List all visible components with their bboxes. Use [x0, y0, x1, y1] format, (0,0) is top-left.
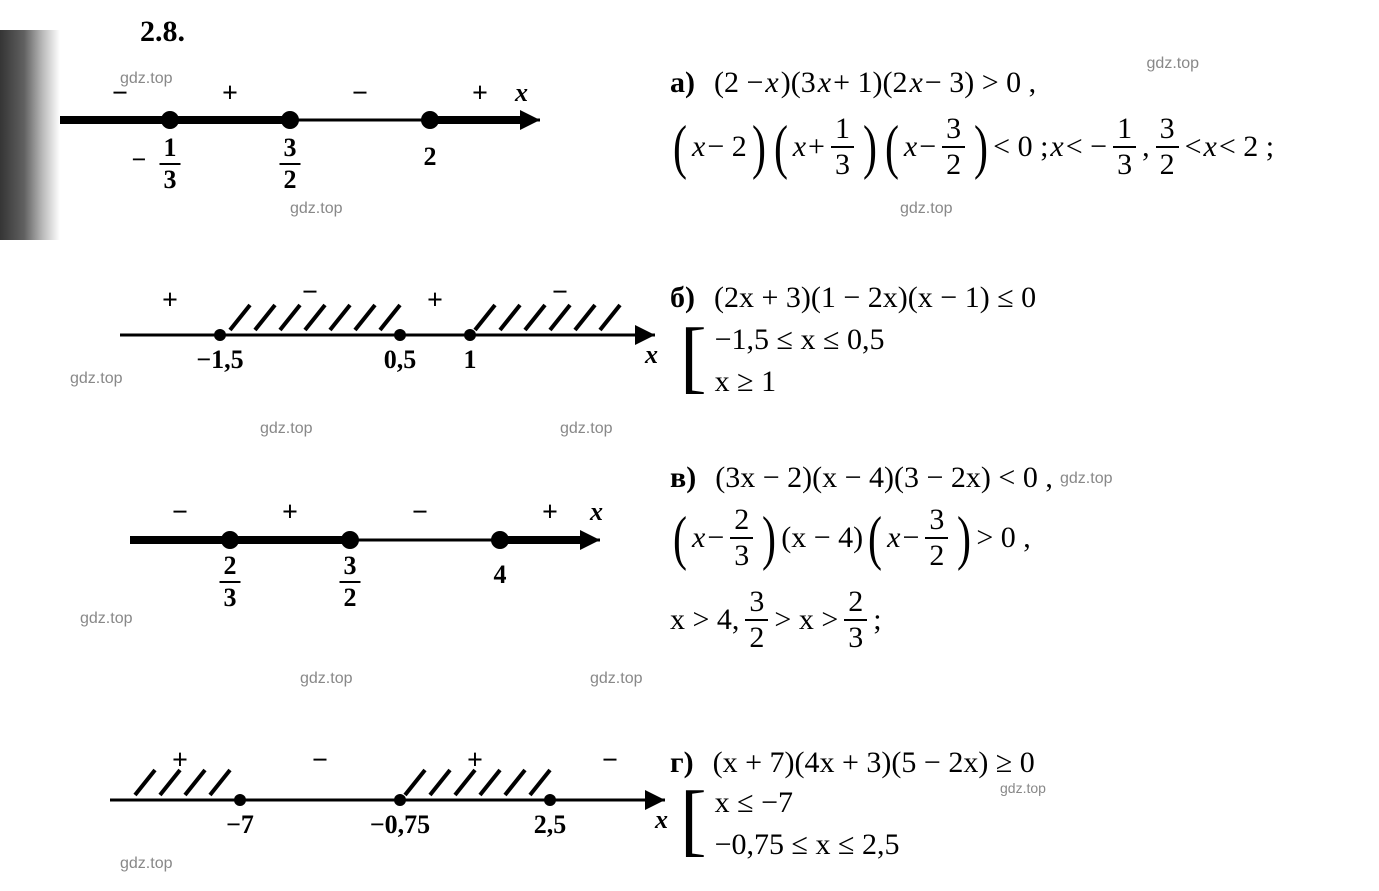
system-line: x ≥ 1 [715, 365, 885, 399]
watermark: gdz.top [260, 420, 312, 438]
graph-b: + − + − −1,5 0,5 1 x [100, 275, 680, 365]
tick-label: 1 [464, 345, 477, 375]
tick-label: 0,5 [384, 345, 417, 375]
part-label: в) [670, 461, 696, 495]
graph-a: − + − + x − 13 32 2 [60, 60, 640, 150]
sign: + [172, 745, 188, 777]
sign: + [222, 78, 238, 110]
watermark: gdz.top [560, 420, 612, 438]
sign: − [412, 497, 428, 529]
tick-label: −7 [226, 810, 254, 840]
tick-num: 1 [160, 135, 181, 165]
axis-label: x [645, 340, 658, 370]
problem-number: 2.8. [140, 15, 185, 49]
tick-den: 3 [160, 165, 181, 193]
watermark: gdz.top [70, 370, 122, 388]
sign: + [162, 285, 178, 317]
math-b: б) (2x + 3)(1 − 2x)(x − 1) ≤ 0 [ −1,5 ≤ … [670, 275, 1370, 399]
sign: + [467, 745, 483, 777]
sign: − [352, 78, 368, 110]
system-bracket-icon: [ [680, 786, 707, 862]
sign: + [542, 497, 558, 529]
tick-label: 4 [494, 560, 507, 590]
watermark: gdz.top [900, 200, 952, 218]
axis-label: x [590, 497, 603, 527]
part-label: б) [670, 281, 695, 315]
math-c: в) (3x − 2)(x − 4)(3 − 2x) < 0 , ( x − 2… [670, 455, 1370, 659]
tick-label: 2 [424, 142, 437, 172]
graph-c: − + − + x 23 32 4 [100, 485, 680, 575]
sign: − [602, 745, 618, 777]
sign: − [112, 78, 128, 110]
system-line: x ≤ −7 [715, 786, 900, 820]
graph-d: + − + − −7 −0,75 2,5 x [90, 740, 670, 830]
axis-label: x [515, 78, 528, 108]
tick-label: 2,5 [534, 810, 567, 840]
tick-label: −1,5 [196, 345, 243, 375]
axis-label: x [655, 805, 668, 835]
sign: + [472, 78, 488, 110]
system-line: −1,5 ≤ x ≤ 0,5 [715, 323, 885, 357]
part-label: а) [670, 66, 695, 100]
sign: − [312, 745, 328, 777]
sign: − [552, 277, 568, 309]
math-d: г) (x + 7)(4x + 3)(5 − 2x) ≥ 0 [ x ≤ −7 … [670, 740, 1370, 862]
scan-edge-artifact [0, 30, 60, 240]
tick-num: 3 [280, 135, 301, 165]
watermark: gdz.top [590, 670, 642, 688]
system-line: −0,75 ≤ x ≤ 2,5 [715, 828, 900, 862]
tick-den: 2 [280, 165, 301, 193]
sign: − [302, 277, 318, 309]
watermark: gdz.top [300, 670, 352, 688]
sign: + [282, 497, 298, 529]
sign: + [427, 285, 443, 317]
watermark: gdz.top [80, 610, 132, 628]
math-a: а) (2 − x )(3 x + 1)(2 x − 3) > 0 , ( x … [670, 60, 1370, 186]
system-bracket-icon: [ [680, 323, 707, 399]
tick-label: −0,75 [370, 810, 430, 840]
part-label: г) [670, 746, 694, 780]
sign: − [172, 497, 188, 529]
watermark: gdz.top [120, 855, 172, 873]
watermark: gdz.top [290, 200, 342, 218]
